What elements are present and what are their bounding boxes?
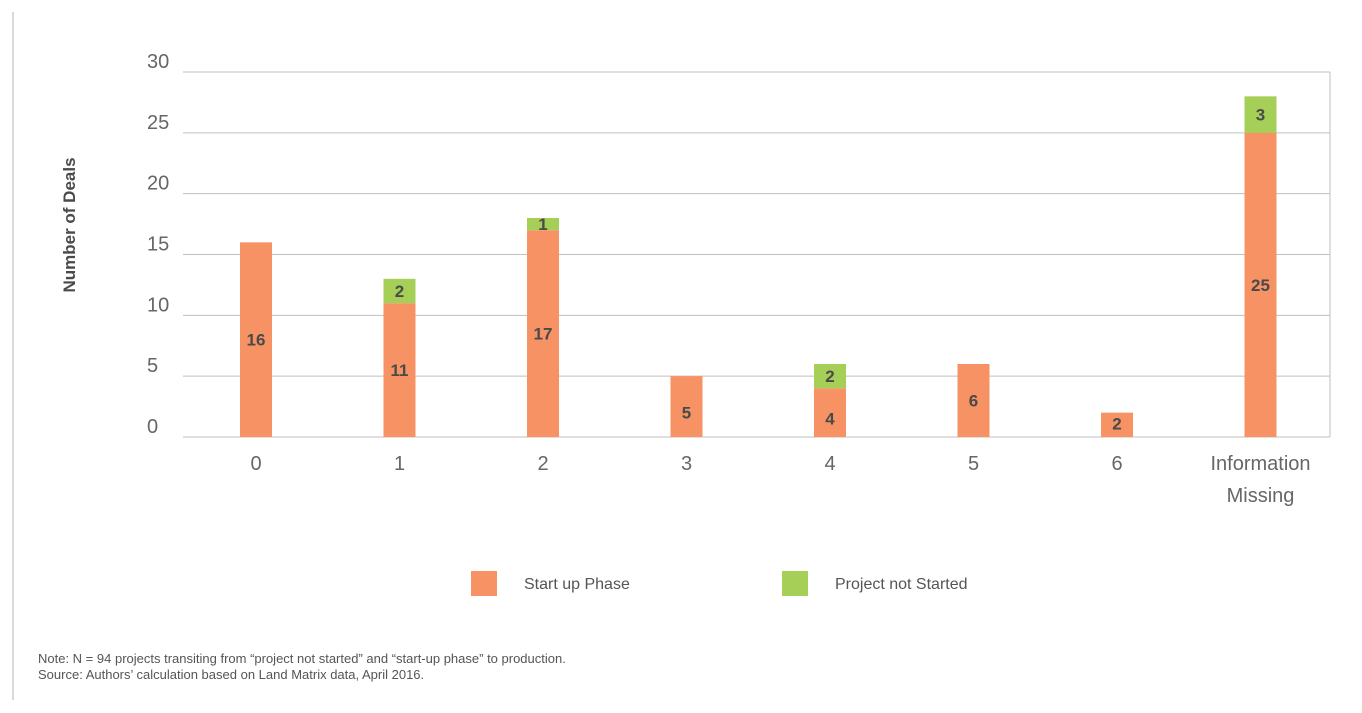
bar-start-up-6 <box>1101 412 1133 437</box>
bars <box>240 96 1277 438</box>
bar-not-started-1 <box>383 278 416 304</box>
x-tick-label: 2 <box>537 453 548 475</box>
bar-start-up-3 <box>670 376 703 437</box>
bar-not-started-7 <box>1244 96 1277 133</box>
legend-label: Project not Started <box>835 576 968 593</box>
x-tick-label: Information <box>1210 453 1310 475</box>
bar-start-up-4 <box>814 388 846 437</box>
data-label: 2 <box>395 282 404 301</box>
bar-not-started-2 <box>527 218 559 231</box>
bar-start-up-2 <box>527 230 559 437</box>
y-tick-label: 30 <box>147 51 169 73</box>
x-tick-label: 5 <box>968 453 979 475</box>
legend-swatch <box>782 571 808 596</box>
data-label: 4 <box>825 410 835 429</box>
gridlines <box>183 71 1331 438</box>
y-tick-label: 0 <box>147 416 158 438</box>
x-tick-label: 0 <box>250 453 261 475</box>
data-label: 11 <box>391 361 409 380</box>
x-axis-ticks: 0 1 2 3 4 5 6 Information Missing <box>250 453 1310 507</box>
data-labels: 16 11 2 17 1 5 4 2 6 2 25 3 <box>247 106 1270 434</box>
data-label: 5 <box>682 404 691 423</box>
y-tick-label: 10 <box>147 294 169 316</box>
data-label: 6 <box>969 392 978 411</box>
data-label: 17 <box>534 325 553 344</box>
bar-not-started-4 <box>814 364 846 389</box>
y-tick-label: 15 <box>147 234 169 256</box>
left-border-rule <box>12 12 14 700</box>
y-tick-label: 25 <box>147 112 169 134</box>
bar-start-up-5 <box>957 364 990 437</box>
y-tick-label: 5 <box>147 355 158 377</box>
bar-start-up-7 <box>1244 132 1277 438</box>
x-tick-label: Missing <box>1227 485 1295 507</box>
data-label: 1 <box>538 215 547 234</box>
legend-label: Start up Phase <box>524 576 630 593</box>
x-tick-label: 1 <box>394 453 405 475</box>
x-tick-label: 6 <box>1111 453 1122 475</box>
legend: Start up Phase Project not Started <box>471 571 968 596</box>
source-text: Source: Authors’ calculation based on La… <box>38 667 425 682</box>
bar-start-up-0 <box>240 242 272 437</box>
x-tick-label: 3 <box>681 453 692 475</box>
note-text: Note: N = 94 projects transiting from “p… <box>38 651 566 666</box>
data-label: 3 <box>1256 106 1265 125</box>
data-label: 2 <box>1112 415 1121 434</box>
legend-swatch <box>471 571 497 596</box>
chart-notes: Note: N = 94 projects transiting from “p… <box>38 651 566 683</box>
y-axis-title: Number of Deals <box>60 157 79 292</box>
data-label: 25 <box>1251 276 1270 295</box>
data-label: 2 <box>825 367 834 386</box>
bar-start-up-1 <box>383 303 416 437</box>
x-tick-label: 4 <box>824 453 835 475</box>
y-axis-ticks: 0 5 10 15 20 25 30 <box>147 51 169 438</box>
data-label: 16 <box>247 331 266 350</box>
y-tick-label: 20 <box>147 173 169 195</box>
